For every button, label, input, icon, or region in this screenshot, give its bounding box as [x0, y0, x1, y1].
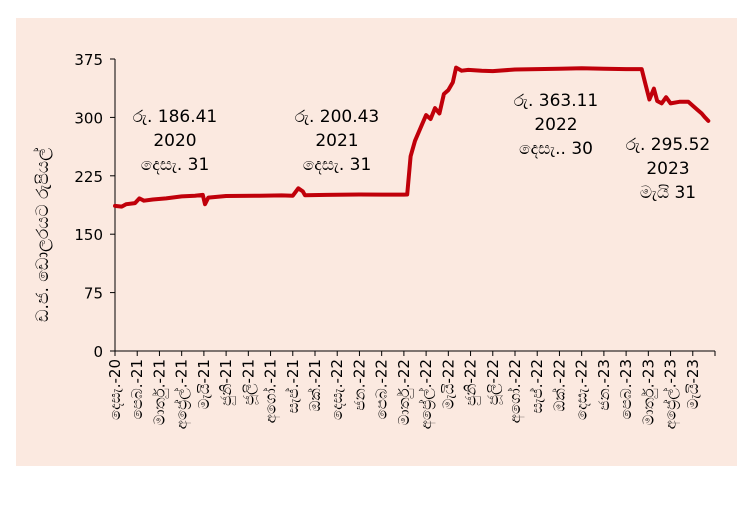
x-tick-label: මාර්තු.-21 [150, 359, 168, 425]
x-tick-label: දෙසැ.-20 [106, 359, 124, 420]
x-tick-label: අප්‍රේල්.-21 [173, 359, 192, 429]
annotation: රු. 200.43 2021 දෙසැ. 31 [295, 107, 380, 175]
x-tick-label: ජන.-23 [595, 359, 613, 411]
annotation-line: 2021 [315, 131, 358, 151]
annotation-line: 2023 [646, 159, 689, 179]
y-tick-label: 225 [74, 168, 103, 186]
y-tick-label: 375 [74, 51, 103, 69]
x-ticks: දෙසැ.-20 පෙබ.-21 මාර්තු.-21 අප්‍රේල්.-21 මැය… [106, 351, 716, 429]
x-tick-label: අප්‍රේල්.-23 [661, 359, 680, 429]
x-tick-label: මාර්තු.-22 [395, 359, 413, 425]
annotation-line: රු. 186.41 [133, 107, 218, 127]
annotation-line: 2022 [534, 115, 577, 135]
x-tick-label: ජුනි-21 [217, 359, 236, 406]
annotation-line: 2020 [153, 131, 196, 151]
annotation-line: රු. 200.43 [295, 107, 380, 127]
x-tick-label: මැයි-22 [439, 359, 457, 409]
x-tick-label: දෙසැ.-22 [573, 359, 591, 420]
y-axis-label: ඩ.ජ. ඩොලරයට රුපියල් [33, 148, 53, 322]
x-tick-label: ජුනි-22 [462, 359, 481, 406]
y-tick-label: 75 [84, 285, 103, 303]
y-tick-label: 0 [93, 343, 103, 361]
x-tick-label: ඔක්.-22 [550, 359, 568, 412]
annotations: රු. 186.41 2020 දෙසැ. 31 රු. 200.43 2021 දෙසැ… [133, 91, 711, 203]
x-tick-label: අප්‍රේල්.-22 [417, 359, 436, 429]
x-tick-label: අගෝ.-22 [506, 359, 525, 423]
x-tick-label: දෙසැ.-22 [328, 359, 346, 420]
annotation-line: මැයි 31 [640, 183, 696, 203]
x-tick-label: පෙබ.-23 [617, 359, 635, 419]
x-tick-label: ජූලි-22 [484, 359, 503, 405]
x-tick-label: මාර්තු.-23 [639, 359, 657, 425]
exchange-rate-line [113, 65, 711, 209]
x-tick-label: මැයි-21 [195, 359, 213, 409]
x-tick-label: පෙබ.-22 [373, 359, 391, 419]
annotation: රු. 363.11 2022 දෙසැ.. 30 [514, 91, 599, 159]
annotation: රු. 295.52 2023 මැයි 31 [626, 135, 711, 203]
x-tick-label: ඔක්.-21 [306, 359, 324, 412]
x-tick-label: අගෝ.-21 [262, 359, 281, 423]
x-tick-label: සැප්.-22 [528, 359, 546, 413]
x-tick-label: පෙබ.-21 [128, 359, 146, 419]
y-tick-label: 300 [74, 109, 103, 127]
y-tick-label: 150 [74, 226, 103, 244]
annotation-line: රු. 295.52 [626, 135, 711, 155]
annotation-line: රු. 363.11 [514, 91, 599, 111]
x-tick-label: සැප්.-21 [284, 359, 302, 413]
x-tick-label: ජන.-22 [350, 359, 368, 411]
annotation-line: දෙසැ. 31 [141, 155, 210, 175]
x-tick-label: ජූලි-21 [239, 359, 258, 405]
x-tick-label: මැයි-23 [684, 359, 702, 409]
y-ticks: 0 75 150 225 300 375 [74, 51, 115, 361]
annotation-line: දෙසැ.. 30 [519, 139, 593, 159]
annotation: රු. 186.41 2020 දෙසැ. 31 [133, 107, 218, 175]
annotation-line: දෙසැ. 31 [303, 155, 372, 175]
chart-panel [16, 18, 737, 466]
